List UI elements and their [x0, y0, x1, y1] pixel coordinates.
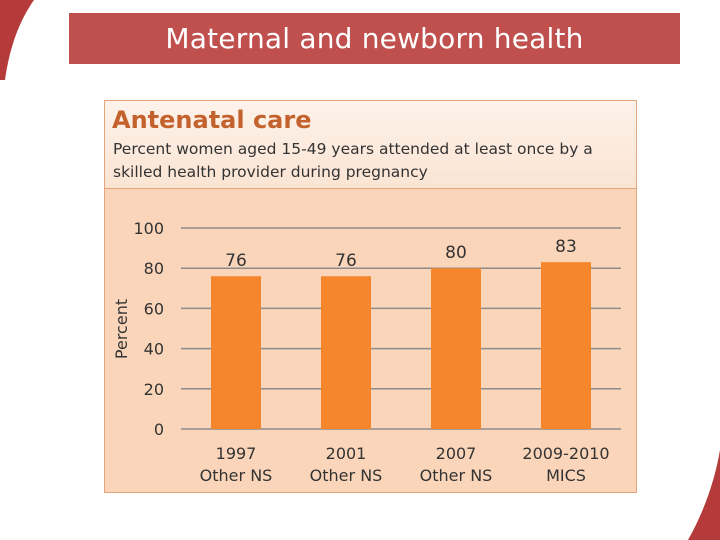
data-label: 76 — [225, 251, 247, 271]
y-tick-label: 80 — [144, 259, 164, 278]
x-tick-label: 1997 — [216, 444, 257, 463]
x-tick-label: Other NS — [420, 466, 493, 485]
y-tick-label: 40 — [144, 340, 164, 359]
x-axis-ticks: 1997 Other NS 2001 Other NS 2007 Other NS 2009… — [200, 444, 610, 485]
bar-chart: 0 20 40 60 80 100 76 76 80 83 1997 Other NS 2001 Ot… — [112, 219, 621, 485]
chart-title: Antenatal care — [112, 106, 312, 134]
data-labels: 76 76 80 83 — [225, 237, 577, 271]
y-tick-label: 60 — [144, 299, 164, 318]
x-tick-label: 2009-2010 — [522, 444, 609, 463]
data-label: 83 — [555, 237, 577, 257]
chart-subtitle: Percent women aged 15-49 years attended … — [113, 140, 593, 181]
y-axis-ticks: 0 20 40 60 80 100 — [133, 219, 164, 439]
slide-title: Maternal and newborn health — [165, 22, 584, 55]
slide-title-bar: Maternal and newborn health — [69, 13, 680, 64]
chart-panel-header: Antenatal care Percent women aged 15-49 … — [105, 101, 636, 189]
y-axis-label: Percent — [112, 299, 131, 359]
y-tick-label: 0 — [154, 420, 164, 439]
data-label: 80 — [445, 243, 467, 263]
bar — [431, 268, 481, 429]
bars — [211, 262, 591, 429]
bar — [321, 276, 371, 429]
y-tick-label: 100 — [133, 219, 164, 238]
x-tick-label: MICS — [546, 466, 586, 485]
bar — [541, 262, 591, 429]
x-tick-label: Other NS — [200, 466, 273, 485]
x-tick-label: 2001 — [326, 444, 367, 463]
decorative-corner-bottom-right — [688, 450, 720, 540]
bar — [211, 276, 261, 429]
data-label: 76 — [335, 251, 357, 271]
y-tick-label: 20 — [144, 380, 164, 399]
x-tick-label: Other NS — [310, 466, 383, 485]
x-tick-label: 2007 — [436, 444, 477, 463]
decorative-corner-top-left — [0, 0, 34, 80]
